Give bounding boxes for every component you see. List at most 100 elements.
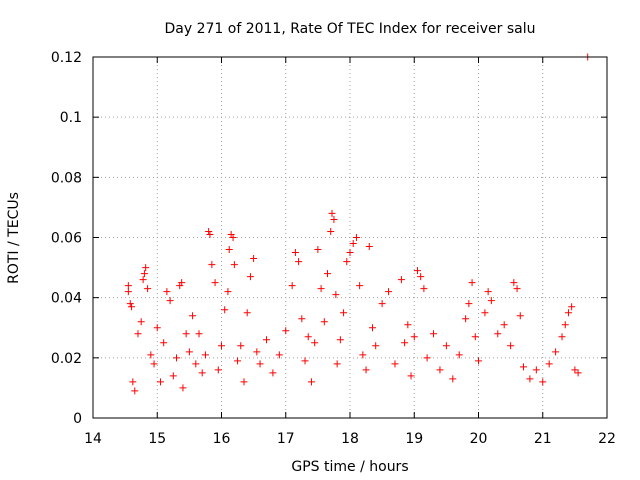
data-point bbox=[397, 276, 405, 284]
data-point bbox=[330, 215, 338, 223]
x-tick-label: 18 bbox=[341, 431, 359, 447]
data-point bbox=[561, 321, 569, 329]
data-point bbox=[332, 291, 340, 299]
y-tick-label: 0.02 bbox=[51, 351, 82, 367]
data-point bbox=[507, 342, 515, 350]
data-point bbox=[144, 285, 152, 293]
data-point bbox=[126, 300, 134, 308]
x-tick-label: 17 bbox=[277, 431, 295, 447]
data-point bbox=[352, 234, 360, 241]
data-point bbox=[225, 246, 233, 254]
data-point bbox=[140, 270, 148, 278]
data-point bbox=[516, 312, 524, 320]
data-point bbox=[288, 282, 296, 290]
data-point bbox=[224, 288, 232, 296]
data-point bbox=[475, 357, 482, 365]
data-point bbox=[208, 261, 216, 269]
data-point bbox=[192, 360, 200, 368]
data-point bbox=[134, 330, 142, 338]
data-point bbox=[423, 354, 431, 362]
data-point bbox=[568, 303, 576, 311]
data-point bbox=[218, 342, 225, 350]
data-point bbox=[368, 324, 376, 332]
data-point bbox=[147, 351, 155, 359]
data-point bbox=[552, 348, 560, 356]
data-point bbox=[311, 339, 319, 347]
data-point bbox=[227, 230, 235, 238]
data-point bbox=[359, 351, 367, 359]
data-point bbox=[128, 303, 136, 311]
data-point bbox=[545, 360, 553, 368]
data-point bbox=[468, 279, 476, 287]
data-point bbox=[564, 309, 572, 317]
x-tick-label: 21 bbox=[534, 431, 552, 447]
data-point bbox=[156, 378, 164, 386]
data-point bbox=[413, 267, 421, 275]
data-point bbox=[462, 315, 470, 323]
data-point bbox=[487, 297, 495, 305]
x-tick-label: 20 bbox=[470, 431, 488, 447]
data-point bbox=[417, 273, 425, 281]
data-point bbox=[343, 258, 351, 266]
axis-ticks: 14 15 16 17 18 19 20 21 22 0 0.02 0.04 0.06 0.08 0.1 0.… bbox=[51, 50, 616, 447]
data-point bbox=[442, 342, 450, 350]
chart-title: Day 271 of 2011, Rate Of TEC Index for r… bbox=[164, 21, 535, 37]
data-point bbox=[378, 300, 386, 308]
data-point bbox=[346, 249, 354, 257]
data-point bbox=[201, 351, 209, 359]
data-point bbox=[169, 372, 177, 380]
y-tick-label: 0.12 bbox=[51, 50, 82, 66]
data-point bbox=[195, 330, 203, 338]
data-point bbox=[324, 270, 332, 278]
data-point bbox=[243, 309, 251, 317]
data-point bbox=[176, 282, 184, 290]
data-point bbox=[295, 258, 303, 266]
data-point bbox=[494, 330, 502, 338]
data-point bbox=[320, 318, 328, 326]
data-point bbox=[153, 324, 161, 332]
data-point bbox=[234, 357, 242, 365]
data-point bbox=[185, 348, 193, 356]
data-point bbox=[481, 309, 489, 317]
data-point bbox=[500, 321, 508, 329]
data-point bbox=[179, 384, 187, 392]
data-point bbox=[314, 246, 322, 254]
data-point bbox=[229, 234, 237, 241]
data-point bbox=[510, 279, 518, 287]
data-point bbox=[304, 333, 312, 341]
data-point bbox=[336, 336, 344, 344]
data-point bbox=[256, 360, 264, 368]
data-point bbox=[137, 318, 145, 326]
data-point bbox=[139, 276, 147, 284]
data-point bbox=[484, 288, 492, 296]
data-point bbox=[404, 321, 412, 329]
data-point bbox=[246, 273, 254, 281]
data-point bbox=[142, 264, 150, 272]
data-point bbox=[349, 240, 357, 248]
grid bbox=[93, 57, 607, 418]
data-point bbox=[532, 366, 540, 374]
data-point bbox=[449, 375, 457, 383]
data-point bbox=[124, 288, 132, 296]
y-tick-label: 0.06 bbox=[51, 231, 82, 247]
data-point bbox=[237, 342, 245, 350]
y-axis-label: ROTI / TECUs bbox=[6, 192, 22, 284]
data-point bbox=[275, 351, 283, 359]
y-tick-label: 0 bbox=[73, 411, 82, 427]
x-tick-label: 22 bbox=[598, 431, 616, 447]
data-point bbox=[163, 288, 171, 296]
data-point bbox=[436, 366, 444, 374]
data-point bbox=[558, 333, 566, 341]
data-point bbox=[420, 285, 428, 293]
data-point bbox=[385, 288, 393, 296]
data-point bbox=[362, 366, 370, 374]
x-tick-label: 16 bbox=[213, 431, 231, 447]
data-point bbox=[240, 378, 248, 386]
data-point bbox=[327, 227, 335, 235]
data-point bbox=[401, 339, 409, 347]
data-point bbox=[340, 309, 348, 317]
data-point bbox=[129, 378, 137, 386]
x-tick-label: 15 bbox=[148, 431, 166, 447]
data-point bbox=[455, 351, 463, 359]
